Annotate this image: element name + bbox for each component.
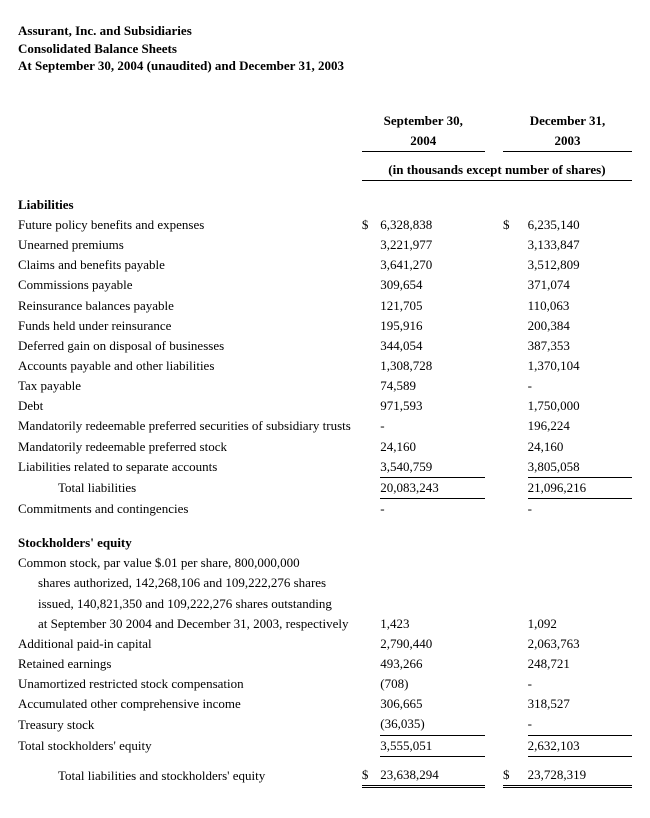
report-header: Assurant, Inc. and Subsidiaries Consolid… bbox=[18, 22, 632, 75]
equity-row-4: Treasury stock(36,035)- bbox=[18, 714, 632, 735]
total-liabilities-v2: 21,096,216 bbox=[528, 477, 632, 498]
grand-total-label: Total liabilities and stockholders' equi… bbox=[18, 756, 362, 786]
commitments-label: Commitments and contingencies bbox=[18, 499, 362, 520]
units-text: (in thousands except number of shares) bbox=[362, 151, 632, 180]
liab-label: Future policy benefits and expenses bbox=[18, 215, 362, 235]
val2: 6,235,140 bbox=[528, 215, 632, 235]
equity-row-3: Accumulated other comprehensive income30… bbox=[18, 694, 632, 714]
cur1: $ bbox=[362, 215, 380, 235]
grand-v1: 23,638,294 bbox=[380, 756, 484, 786]
liab-row-0: Future policy benefits and expenses $ 6,… bbox=[18, 215, 632, 235]
liab-row-7: Accounts payable and other liabilities1,… bbox=[18, 356, 632, 376]
liab-row-2: Claims and benefits payable3,641,2703,51… bbox=[18, 255, 632, 275]
equity-row-1: Retained earnings493,266248,721 bbox=[18, 654, 632, 674]
grand-cur2: $ bbox=[503, 756, 528, 786]
liab-row-10: Mandatorily redeemable preferred securit… bbox=[18, 416, 632, 436]
total-liabilities-label: Total liabilities bbox=[18, 477, 362, 498]
liab-row-5: Funds held under reinsurance195,916200,3… bbox=[18, 316, 632, 336]
liab-row-1: Unearned premiums3,221,9773,133,847 bbox=[18, 235, 632, 255]
grand-cur1: $ bbox=[362, 756, 380, 786]
col1-header-bot: 2004 bbox=[362, 131, 485, 152]
cur2: $ bbox=[503, 215, 528, 235]
liabilities-title: Liabilities bbox=[18, 195, 362, 215]
commitments-row: Commitments and contingencies -- bbox=[18, 499, 632, 520]
grand-total-row: Total liabilities and stockholders' equi… bbox=[18, 756, 632, 786]
total-liabilities-v1: 20,083,243 bbox=[380, 477, 484, 498]
col2-header-bot: 2003 bbox=[503, 131, 632, 152]
col2-header-top: December 31, bbox=[503, 111, 632, 131]
total-equity-v2: 2,632,103 bbox=[528, 735, 632, 756]
equity-row-0: Additional paid-in capital2,790,4402,063… bbox=[18, 634, 632, 654]
common-stock-row-2: shares authorized, 142,268,106 and 109,2… bbox=[18, 573, 632, 593]
units-row: (in thousands except number of shares) bbox=[18, 151, 632, 180]
header-line-1: Assurant, Inc. and Subsidiaries bbox=[18, 22, 632, 40]
header-line-3: At September 30, 2004 (unaudited) and De… bbox=[18, 57, 632, 75]
common-stock-row-3: issued, 140,821,350 and 109,222,276 shar… bbox=[18, 594, 632, 614]
total-equity-row: Total stockholders' equity 3,555,051 2,6… bbox=[18, 735, 632, 756]
column-header-top: September 30, December 31, bbox=[18, 111, 632, 131]
column-header-bottom: 2004 2003 bbox=[18, 131, 632, 152]
liab-row-8: Tax payable74,589- bbox=[18, 376, 632, 396]
total-liabilities-row: Total liabilities 20,083,243 21,096,216 bbox=[18, 477, 632, 498]
liab-row-9: Debt971,5931,750,000 bbox=[18, 396, 632, 416]
total-equity-v1: 3,555,051 bbox=[380, 735, 484, 756]
balance-sheet-table: September 30, December 31, 2004 2003 (in… bbox=[18, 111, 632, 788]
liab-row-12: Liabilities related to separate accounts… bbox=[18, 457, 632, 478]
col1-header-top: September 30, bbox=[362, 111, 485, 131]
grand-v2: 23,728,319 bbox=[528, 756, 632, 786]
equity-title-row: Stockholders' equity bbox=[18, 533, 632, 553]
common-stock-row-1: Common stock, par value $.01 per share, … bbox=[18, 553, 632, 573]
header-line-2: Consolidated Balance Sheets bbox=[18, 40, 632, 58]
equity-title: Stockholders' equity bbox=[18, 533, 362, 553]
liab-row-11: Mandatorily redeemable preferred stock24… bbox=[18, 437, 632, 457]
liabilities-title-row: Liabilities bbox=[18, 195, 632, 215]
val1: 6,328,838 bbox=[380, 215, 484, 235]
liab-row-4: Reinsurance balances payable121,705110,0… bbox=[18, 296, 632, 316]
equity-row-2: Unamortized restricted stock compensatio… bbox=[18, 674, 632, 694]
liab-row-3: Commissions payable309,654371,074 bbox=[18, 275, 632, 295]
common-stock-row-4: at September 30 2004 and December 31, 20… bbox=[18, 614, 632, 634]
total-equity-label: Total stockholders' equity bbox=[18, 735, 362, 756]
liab-row-6: Deferred gain on disposal of businesses3… bbox=[18, 336, 632, 356]
